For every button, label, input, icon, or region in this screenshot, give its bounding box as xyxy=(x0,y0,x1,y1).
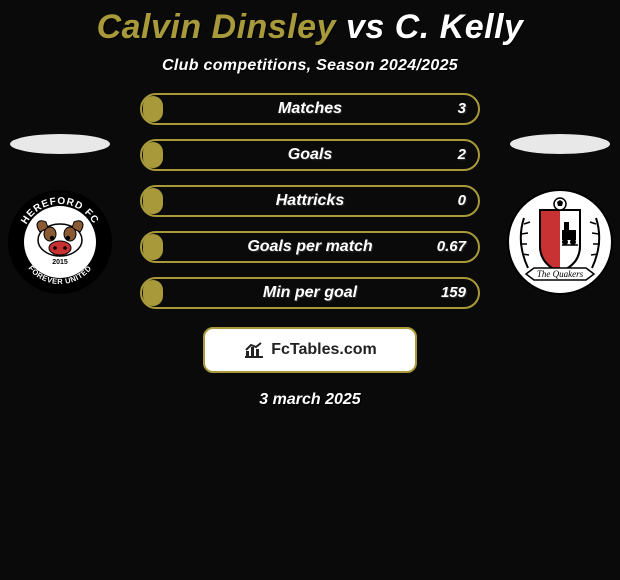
stat-label: Min per goal xyxy=(140,277,480,309)
title-player2: C. Kelly xyxy=(395,8,524,46)
comparison-card: Calvin Dinsley vs C. Kelly Club competit… xyxy=(0,8,620,580)
stat-value-right: 159 xyxy=(441,277,466,309)
title-player1: Calvin Dinsley xyxy=(97,8,336,46)
brand-box: FcTables.com xyxy=(203,327,417,373)
stat-value-right: 3 xyxy=(458,93,466,125)
stat-label: Hattricks xyxy=(140,185,480,217)
date-text: 3 march 2025 xyxy=(0,391,620,409)
stat-value-right: 2 xyxy=(458,139,466,171)
stat-label: Goals per match xyxy=(140,231,480,263)
stat-row: Hattricks0 xyxy=(140,185,480,217)
stat-value-right: 0.67 xyxy=(437,231,466,263)
brand-chart-icon xyxy=(243,341,265,359)
stat-label: Matches xyxy=(140,93,480,125)
stat-row: Goals2 xyxy=(140,139,480,171)
subtitle: Club competitions, Season 2024/2025 xyxy=(0,57,620,75)
title-vs: vs xyxy=(346,8,385,46)
brand-text: FcTables.com xyxy=(271,341,377,359)
page-title: Calvin Dinsley vs C. Kelly xyxy=(0,8,620,47)
stats-area: Matches3Goals2Hattricks0Goals per match0… xyxy=(0,93,620,309)
stat-label: Goals xyxy=(140,139,480,171)
stat-row: Min per goal159 xyxy=(140,277,480,309)
stat-value-right: 0 xyxy=(458,185,466,217)
stat-row: Goals per match0.67 xyxy=(140,231,480,263)
stat-row: Matches3 xyxy=(140,93,480,125)
